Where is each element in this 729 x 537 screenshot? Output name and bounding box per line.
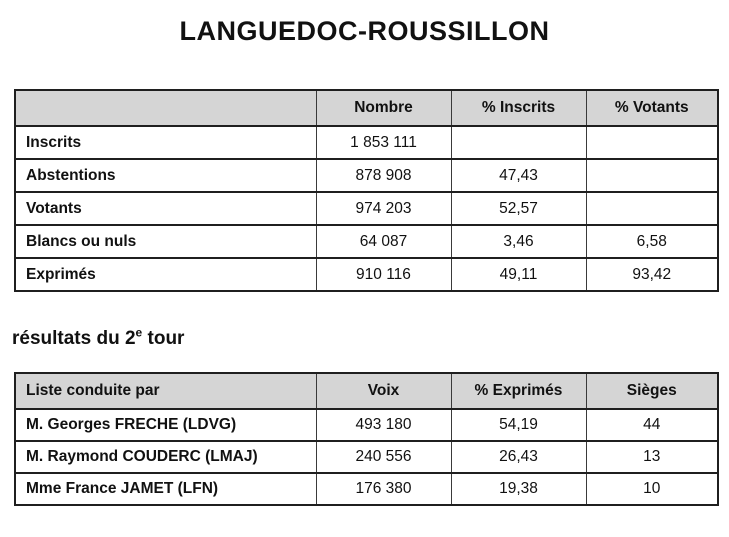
cell-inscrits-pct: 3,46 (450, 224, 587, 259)
section-title-superscript: e (135, 325, 143, 340)
cell-inscrits-pct (450, 125, 587, 160)
candidate-label: M. Raymond COUDERC (LMAJ) (14, 440, 317, 474)
candidate-label: Mme France JAMET (LFN) (14, 472, 317, 506)
header-cell-nombre: Nombre (315, 89, 452, 127)
participation-table: Nombre % Inscrits % Votants Inscrits 1 8… (14, 89, 719, 292)
results-header-row: Liste conduite par Voix % Exprimés Siège… (14, 372, 719, 410)
cell-inscrits-pct: 49,11 (450, 257, 587, 292)
table-row: Mme France JAMET (LFN) 176 380 19,38 10 (14, 472, 719, 506)
cell-exprimes-pct: 19,38 (450, 472, 587, 506)
cell-nombre: 974 203 (315, 191, 452, 226)
cell-exprimes-pct: 26,43 (450, 440, 587, 474)
header-cell-exprimes-pct: % Exprimés (450, 372, 587, 410)
cell-voix: 176 380 (315, 472, 452, 506)
cell-voix: 240 556 (315, 440, 452, 474)
cell-votants-pct: 6,58 (585, 224, 719, 259)
header-cell-sieges: Sièges (585, 372, 719, 410)
cell-nombre: 910 116 (315, 257, 452, 292)
row-label: Abstentions (14, 158, 317, 193)
cell-nombre: 1 853 111 (315, 125, 452, 160)
cell-votants-pct: 93,42 (585, 257, 719, 292)
candidate-label: M. Georges FRECHE (LDVG) (14, 408, 317, 442)
cell-votants-pct (585, 191, 719, 226)
participation-header-row: Nombre % Inscrits % Votants (14, 89, 719, 127)
table-row: M. Raymond COUDERC (LMAJ) 240 556 26,43 … (14, 440, 719, 474)
cell-votants-pct (585, 125, 719, 160)
cell-sieges: 44 (585, 408, 719, 442)
row-label: Exprimés (14, 257, 317, 292)
section-title-suffix: tour (142, 328, 185, 349)
row-label: Blancs ou nuls (14, 224, 317, 259)
table-row: Blancs ou nuls 64 087 3,46 6,58 (14, 224, 719, 259)
page-title: LANGUEDOC-ROUSSILLON (179, 16, 550, 46)
header-cell-voix: Voix (315, 372, 452, 410)
row-label: Inscrits (14, 125, 317, 160)
header-cell-empty (14, 89, 317, 127)
cell-sieges: 13 (585, 440, 719, 474)
table-row: Abstentions 878 908 47,43 (14, 158, 719, 193)
header-cell-votants-pct: % Votants (585, 89, 719, 127)
cell-inscrits-pct: 47,43 (450, 158, 587, 193)
section-title: résultats du 2e tour (12, 325, 729, 350)
table-row: M. Georges FRECHE (LDVG) 493 180 54,19 4… (14, 408, 719, 442)
cell-nombre: 64 087 (315, 224, 452, 259)
table-row: Exprimés 910 116 49,11 93,42 (14, 257, 719, 292)
cell-sieges: 10 (585, 472, 719, 506)
row-label: Votants (14, 191, 317, 226)
header-cell-inscrits-pct: % Inscrits (450, 89, 587, 127)
results-table: Liste conduite par Voix % Exprimés Siège… (14, 372, 719, 506)
cell-votants-pct (585, 158, 719, 193)
cell-exprimes-pct: 54,19 (450, 408, 587, 442)
section-title-prefix: résultats du 2 (12, 328, 136, 349)
cell-voix: 493 180 (315, 408, 452, 442)
cell-inscrits-pct: 52,57 (450, 191, 587, 226)
cell-nombre: 878 908 (315, 158, 452, 193)
table-row: Inscrits 1 853 111 (14, 125, 719, 160)
header-cell-liste: Liste conduite par (14, 372, 317, 410)
table-row: Votants 974 203 52,57 (14, 191, 719, 226)
